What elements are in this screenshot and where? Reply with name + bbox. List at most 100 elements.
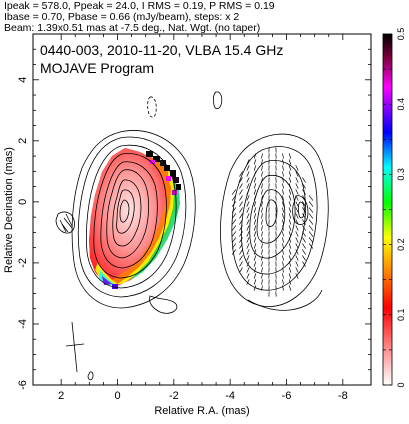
polarization-vector: [239, 267, 243, 273]
polarization-vector: [261, 195, 263, 201]
restoring-beam: [65, 321, 85, 373]
polarization-vector: [239, 219, 243, 225]
polarization-vector: [246, 219, 250, 225]
header-line-3: Beam: 1.39x0.51 mas at -7.5 deg., Nat. W…: [4, 22, 260, 34]
polarization-vector: [295, 213, 299, 219]
polarization-vector: [246, 183, 250, 189]
polarization-vector: [253, 249, 257, 255]
polarization-vector: [288, 285, 292, 291]
polarization-vector: [295, 219, 299, 225]
polarization-vector: [288, 255, 292, 261]
polarization-vector: [295, 255, 299, 261]
polarization-vector: [288, 201, 292, 207]
polarization-vector: [239, 225, 243, 231]
polarization-vector: [239, 183, 243, 189]
polarization-vector: [302, 255, 306, 261]
polarization-vector: [253, 195, 257, 201]
polarization-vector: [295, 195, 299, 201]
polarization-vector: [253, 237, 257, 243]
polarization-color-map: [89, 148, 180, 286]
polarization-vector: [282, 261, 284, 267]
plot-title: 0440-003, 2010-11-20, VLBA 15.4 GHz: [40, 42, 283, 58]
x-tick-labels: 2 0 -2 -4 -6 -8: [58, 390, 348, 402]
colorbar-tick-label: 0.2: [396, 238, 406, 251]
polarization-vector: [288, 207, 292, 213]
polarization-vector: [261, 201, 263, 207]
polarization-vector: [253, 207, 257, 213]
polarization-vector: [253, 213, 257, 219]
polarization-vector: [246, 279, 250, 285]
polarization-vector: [308, 243, 314, 249]
polarization-vector: [246, 171, 250, 177]
x-axis-label: Relative R.A. (mas): [154, 405, 249, 417]
polarization-vector: [239, 213, 243, 219]
polarization-vector: [302, 213, 306, 219]
polarization-vector: [246, 165, 250, 171]
polarization-vector: [261, 183, 263, 189]
polarization-vector: [302, 225, 306, 231]
polarization-vector: [261, 153, 263, 159]
polarization-vector: [288, 213, 292, 219]
polarization-vector: [231, 201, 237, 207]
polarization-vector: [295, 207, 299, 213]
polarization-vector: [308, 231, 314, 237]
polarization-vector: [253, 267, 257, 273]
polarization-vector: [282, 255, 284, 261]
polarization-vector: [295, 225, 299, 231]
header-line-2: Ibase = 0.70, Pbase = 0.66 (mJy/beam), s…: [4, 11, 239, 23]
polarization-vector: [288, 177, 292, 183]
polarization-vector: [288, 219, 292, 225]
polarization-vector: [253, 219, 257, 225]
polarization-vector: [261, 243, 263, 249]
polarization-vector: [288, 273, 292, 279]
colorbar-tick-label: 0.5: [396, 28, 406, 41]
polarization-vector: [288, 261, 292, 267]
polarization-vector: [282, 237, 284, 243]
polarization-vector: [261, 267, 263, 273]
y-tick-label: -2: [17, 258, 29, 268]
polarization-vector: [288, 231, 292, 237]
polarization-vector: [246, 177, 250, 183]
polarization-vector: [253, 255, 257, 261]
polarization-vector: [253, 231, 257, 237]
polarization-vector: [261, 237, 263, 243]
polarization-vector: [253, 189, 257, 195]
polarization-vector: [308, 219, 314, 225]
polarization-vector: [246, 195, 250, 201]
y-tick-label: -6: [17, 380, 29, 390]
polarization-vector: [288, 153, 292, 159]
polarization-vector: [302, 177, 306, 183]
polarization-vector: [295, 243, 299, 249]
polarization-vector: [302, 237, 306, 243]
y-axis-label: Relative Decination (mas): [3, 147, 15, 273]
polarization-vector: [302, 189, 306, 195]
core-contours: [71, 130, 196, 314]
polarization-vector: [253, 153, 257, 159]
polarization-vector: [246, 207, 250, 213]
jet-contours: [220, 133, 329, 311]
polarization-vector: [261, 219, 263, 225]
polarization-vector: [246, 159, 250, 165]
polarization-vector: [239, 261, 243, 267]
polarization-vector: [239, 195, 243, 201]
polarization-vector: [308, 195, 314, 201]
polarization-vector: [308, 213, 314, 219]
polarization-vector: [239, 255, 243, 261]
polarization-vector: [308, 225, 314, 231]
x-tick-label: -4: [225, 390, 235, 402]
polarization-vector: [246, 243, 250, 249]
y-tick-labels: 4 2 0 -2 -4 -6: [17, 77, 29, 390]
polarization-vector: [253, 285, 257, 291]
polarization-vector: [282, 201, 284, 207]
polarization-vector: [282, 213, 284, 219]
polarization-vector: [246, 231, 250, 237]
polarization-vector: [288, 171, 292, 177]
polarization-vector: [231, 189, 237, 195]
y-tick-label: -4: [17, 319, 29, 329]
polarization-vector: [261, 231, 263, 237]
image-content: [55, 91, 329, 381]
polarization-vector: [288, 189, 292, 195]
polarization-vector: [261, 225, 263, 231]
colorbar-tick-label: 0.1: [396, 309, 406, 322]
polarization-vector: [288, 279, 292, 285]
